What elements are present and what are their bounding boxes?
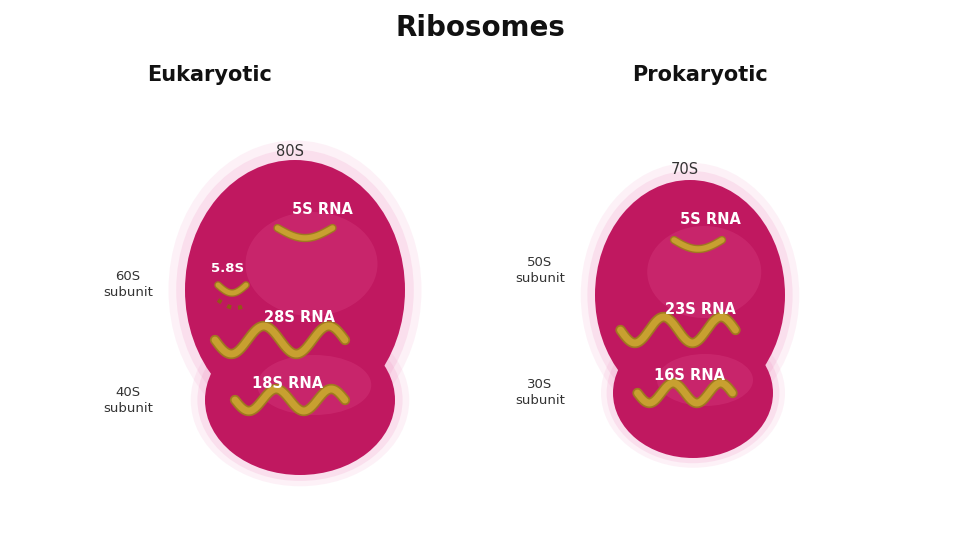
Ellipse shape: [257, 355, 372, 415]
Ellipse shape: [613, 328, 773, 458]
Ellipse shape: [657, 354, 753, 406]
Text: 18S RNA: 18S RNA: [252, 375, 324, 390]
Text: 5S RNA: 5S RNA: [680, 213, 740, 227]
Ellipse shape: [588, 171, 793, 419]
Ellipse shape: [169, 140, 421, 440]
Ellipse shape: [246, 212, 377, 316]
Ellipse shape: [205, 325, 395, 475]
Ellipse shape: [601, 318, 785, 468]
Ellipse shape: [177, 150, 414, 430]
Text: 28S RNA: 28S RNA: [265, 310, 335, 326]
Ellipse shape: [198, 319, 402, 481]
Ellipse shape: [607, 323, 780, 463]
Text: 60S
subunit: 60S subunit: [103, 271, 153, 300]
Text: 50S
subunit: 50S subunit: [516, 255, 564, 285]
Ellipse shape: [647, 226, 761, 318]
Text: 16S RNA: 16S RNA: [655, 368, 726, 382]
Text: 40S
subunit: 40S subunit: [103, 386, 153, 415]
Ellipse shape: [191, 314, 409, 486]
Text: 30S
subunit: 30S subunit: [516, 379, 564, 408]
Text: Ribosomes: Ribosomes: [396, 14, 564, 42]
Ellipse shape: [595, 180, 785, 410]
Text: 5S RNA: 5S RNA: [292, 202, 352, 218]
Text: 5.8S: 5.8S: [211, 261, 245, 274]
Text: 70S: 70S: [671, 163, 699, 178]
Text: 80S: 80S: [276, 145, 304, 159]
Ellipse shape: [581, 163, 800, 427]
Text: Prokaryotic: Prokaryotic: [632, 65, 768, 85]
Ellipse shape: [185, 160, 405, 420]
Text: Eukaryotic: Eukaryotic: [148, 65, 273, 85]
Text: 23S RNA: 23S RNA: [664, 302, 735, 318]
